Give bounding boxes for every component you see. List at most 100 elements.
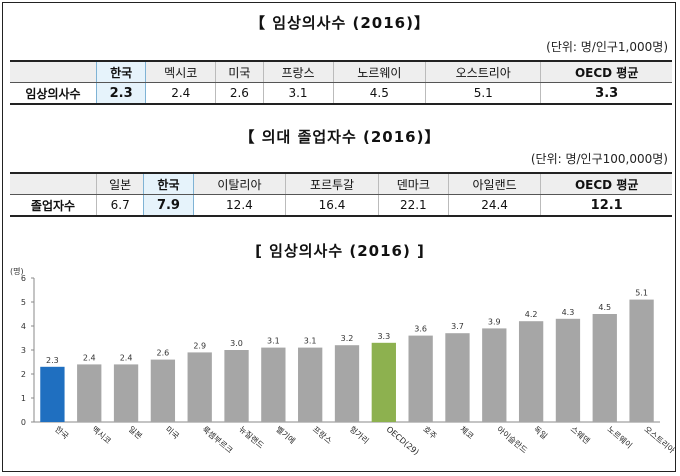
table1-header-cell: 멕시코 bbox=[145, 60, 216, 83]
data-label: 3.2 bbox=[341, 334, 354, 343]
bar-chart: (명) 0 1 2 3 4 5 6 2.3 한국 2.4 멕시코 2.4 일본 2.6 미국 2.9 룩셈부르크 3… bbox=[10, 266, 677, 457]
x-tick-label: OECD(29) bbox=[385, 425, 421, 457]
table1-header-row: 한국 멕시코 미국 프랑스 노르웨이 오스트리아 OECD 평균 bbox=[10, 60, 672, 83]
y-tick-label: 4 bbox=[21, 322, 26, 331]
x-tick-label: 체코 bbox=[458, 424, 476, 441]
table1-value-cell: 2.6 bbox=[215, 82, 264, 105]
data-label: 3.9 bbox=[488, 317, 501, 326]
y-tick-label: 2 bbox=[21, 370, 26, 379]
x-tick-label: 한국 bbox=[53, 425, 70, 441]
table2-row-label: 졸업자수 bbox=[10, 194, 97, 217]
bar bbox=[482, 328, 507, 422]
data-label: 2.4 bbox=[83, 353, 96, 362]
table2-value-cell: 22.1 bbox=[377, 194, 449, 217]
data-label: 2.3 bbox=[46, 356, 59, 365]
table1-title: 【 임상의사수 (2016)】 bbox=[250, 14, 430, 32]
table2-title: 【 의대 졸업자수 (2016)】 bbox=[239, 128, 441, 146]
chart-title: [ 임상의사수 (2016) ] bbox=[255, 242, 425, 260]
y-tick-label: 1 bbox=[21, 394, 26, 403]
table2-header-cell: 이탈리아 bbox=[192, 172, 286, 195]
table1-unit: (단위: 명/인구1,000명) bbox=[546, 40, 668, 54]
table2-value-row: 졸업자수 6.7 7.9 12.4 16.4 22.1 24.4 12.1 bbox=[10, 194, 672, 217]
table2-header-row: 일본 한국 이탈리아 포르투갈 덴마크 아일랜드 OECD 평균 bbox=[10, 172, 672, 195]
x-tick-label: 아이슬란드 bbox=[495, 424, 530, 455]
table1-value-cell: 2.3 bbox=[95, 82, 147, 105]
table2-value-cell: 16.4 bbox=[285, 194, 379, 217]
table1-value-row: 임상의사수 2.3 2.4 2.6 3.1 4.5 5.1 3.3 bbox=[10, 82, 672, 105]
table1-header-cell: 한국 bbox=[95, 60, 147, 83]
bar bbox=[334, 345, 360, 422]
x-tick-label: 독일 bbox=[532, 425, 549, 441]
bar bbox=[150, 359, 176, 422]
table2-header-cell: 한국 bbox=[143, 172, 194, 195]
bar bbox=[408, 335, 433, 422]
table2-unit: (단위: 명/인구100,000명) bbox=[530, 152, 668, 166]
data-label: 3.3 bbox=[377, 332, 390, 341]
data-label: 4.5 bbox=[598, 303, 611, 312]
bar bbox=[224, 350, 249, 422]
table1-value-cell: 3.3 bbox=[540, 82, 672, 105]
data-label: 3.0 bbox=[230, 339, 243, 348]
x-tick-label: 벨기에 bbox=[274, 424, 297, 446]
table2-header-cell: 아일랜드 bbox=[447, 172, 541, 195]
table2-corner bbox=[10, 172, 97, 195]
table2-value-cell: 24.4 bbox=[447, 194, 541, 217]
table1-header-cell: 미국 bbox=[215, 60, 264, 83]
data-label: 2.9 bbox=[193, 341, 206, 350]
y-axis-label: (명) bbox=[10, 266, 24, 276]
data-label: 3.1 bbox=[304, 337, 317, 346]
table1-value-cell: 2.4 bbox=[145, 82, 216, 105]
table2-value-cell: 12.1 bbox=[540, 194, 672, 217]
table2-value-cell: 12.4 bbox=[192, 194, 286, 217]
data-label: 2.6 bbox=[157, 349, 170, 358]
data-label: 4.3 bbox=[562, 308, 575, 317]
x-tick-label: 일본 bbox=[127, 425, 144, 441]
data-label: 3.7 bbox=[451, 322, 464, 331]
table1-header-cell: 프랑스 bbox=[262, 60, 334, 83]
bar bbox=[592, 314, 617, 422]
data-label: 3.6 bbox=[414, 325, 427, 334]
x-tick-label: 룩셈부르크 bbox=[200, 425, 234, 456]
bar bbox=[445, 333, 470, 422]
data-label: 3.1 bbox=[267, 337, 280, 346]
bar bbox=[298, 347, 323, 422]
x-tick-label: 멕시코 bbox=[90, 424, 113, 446]
table1-header-cell: OECD 평균 bbox=[540, 60, 672, 83]
table2: 일본 한국 이탈리아 포르투갈 덴마크 아일랜드 OECD 평균 졸업자수 6.… bbox=[10, 172, 672, 217]
y-tick-label: 6 bbox=[21, 274, 26, 283]
table2-header-cell: OECD 평균 bbox=[540, 172, 672, 195]
table2-value-cell: 7.9 bbox=[143, 194, 194, 217]
table2-value-cell: 6.7 bbox=[95, 194, 144, 217]
table2-header-cell: 포르투갈 bbox=[285, 172, 379, 195]
x-tick-label: 헝가리 bbox=[348, 425, 371, 446]
table1-header-cell: 노르웨이 bbox=[332, 60, 426, 83]
table1-corner bbox=[10, 60, 97, 83]
table1: 한국 멕시코 미국 프랑스 노르웨이 오스트리아 OECD 평균 임상의사수 2… bbox=[10, 60, 672, 105]
bar bbox=[629, 299, 654, 422]
data-label: 5.1 bbox=[635, 289, 648, 298]
x-tick-label: 프랑스 bbox=[311, 424, 334, 446]
bar bbox=[113, 364, 139, 422]
bar bbox=[261, 347, 286, 422]
x-tick-label: 뉴질랜드 bbox=[237, 424, 266, 451]
x-tick-label: 오스트리아 bbox=[642, 424, 677, 456]
y-tick-label: 5 bbox=[21, 298, 26, 307]
x-tick-label: 노르웨이 bbox=[605, 424, 634, 451]
table1-value-cell: 5.1 bbox=[425, 82, 541, 105]
bar bbox=[187, 352, 212, 422]
bar bbox=[77, 364, 102, 422]
table2-header-cell: 덴마크 bbox=[377, 172, 449, 195]
x-tick-label: 호주 bbox=[421, 425, 438, 441]
x-tick-label: 스웨덴 bbox=[569, 424, 592, 446]
data-label: 2.4 bbox=[120, 353, 133, 362]
x-tick-label: 미국 bbox=[164, 425, 181, 441]
bar bbox=[40, 366, 65, 422]
bar bbox=[371, 342, 396, 422]
y-tick-label: 0 bbox=[21, 418, 26, 427]
bar bbox=[518, 321, 544, 422]
table1-value-cell: 4.5 bbox=[332, 82, 426, 105]
table2-header-cell: 일본 bbox=[95, 172, 144, 195]
table1-value-cell: 3.1 bbox=[262, 82, 334, 105]
figure-frame bbox=[2, 2, 676, 472]
table1-row-label: 임상의사수 bbox=[10, 82, 97, 105]
